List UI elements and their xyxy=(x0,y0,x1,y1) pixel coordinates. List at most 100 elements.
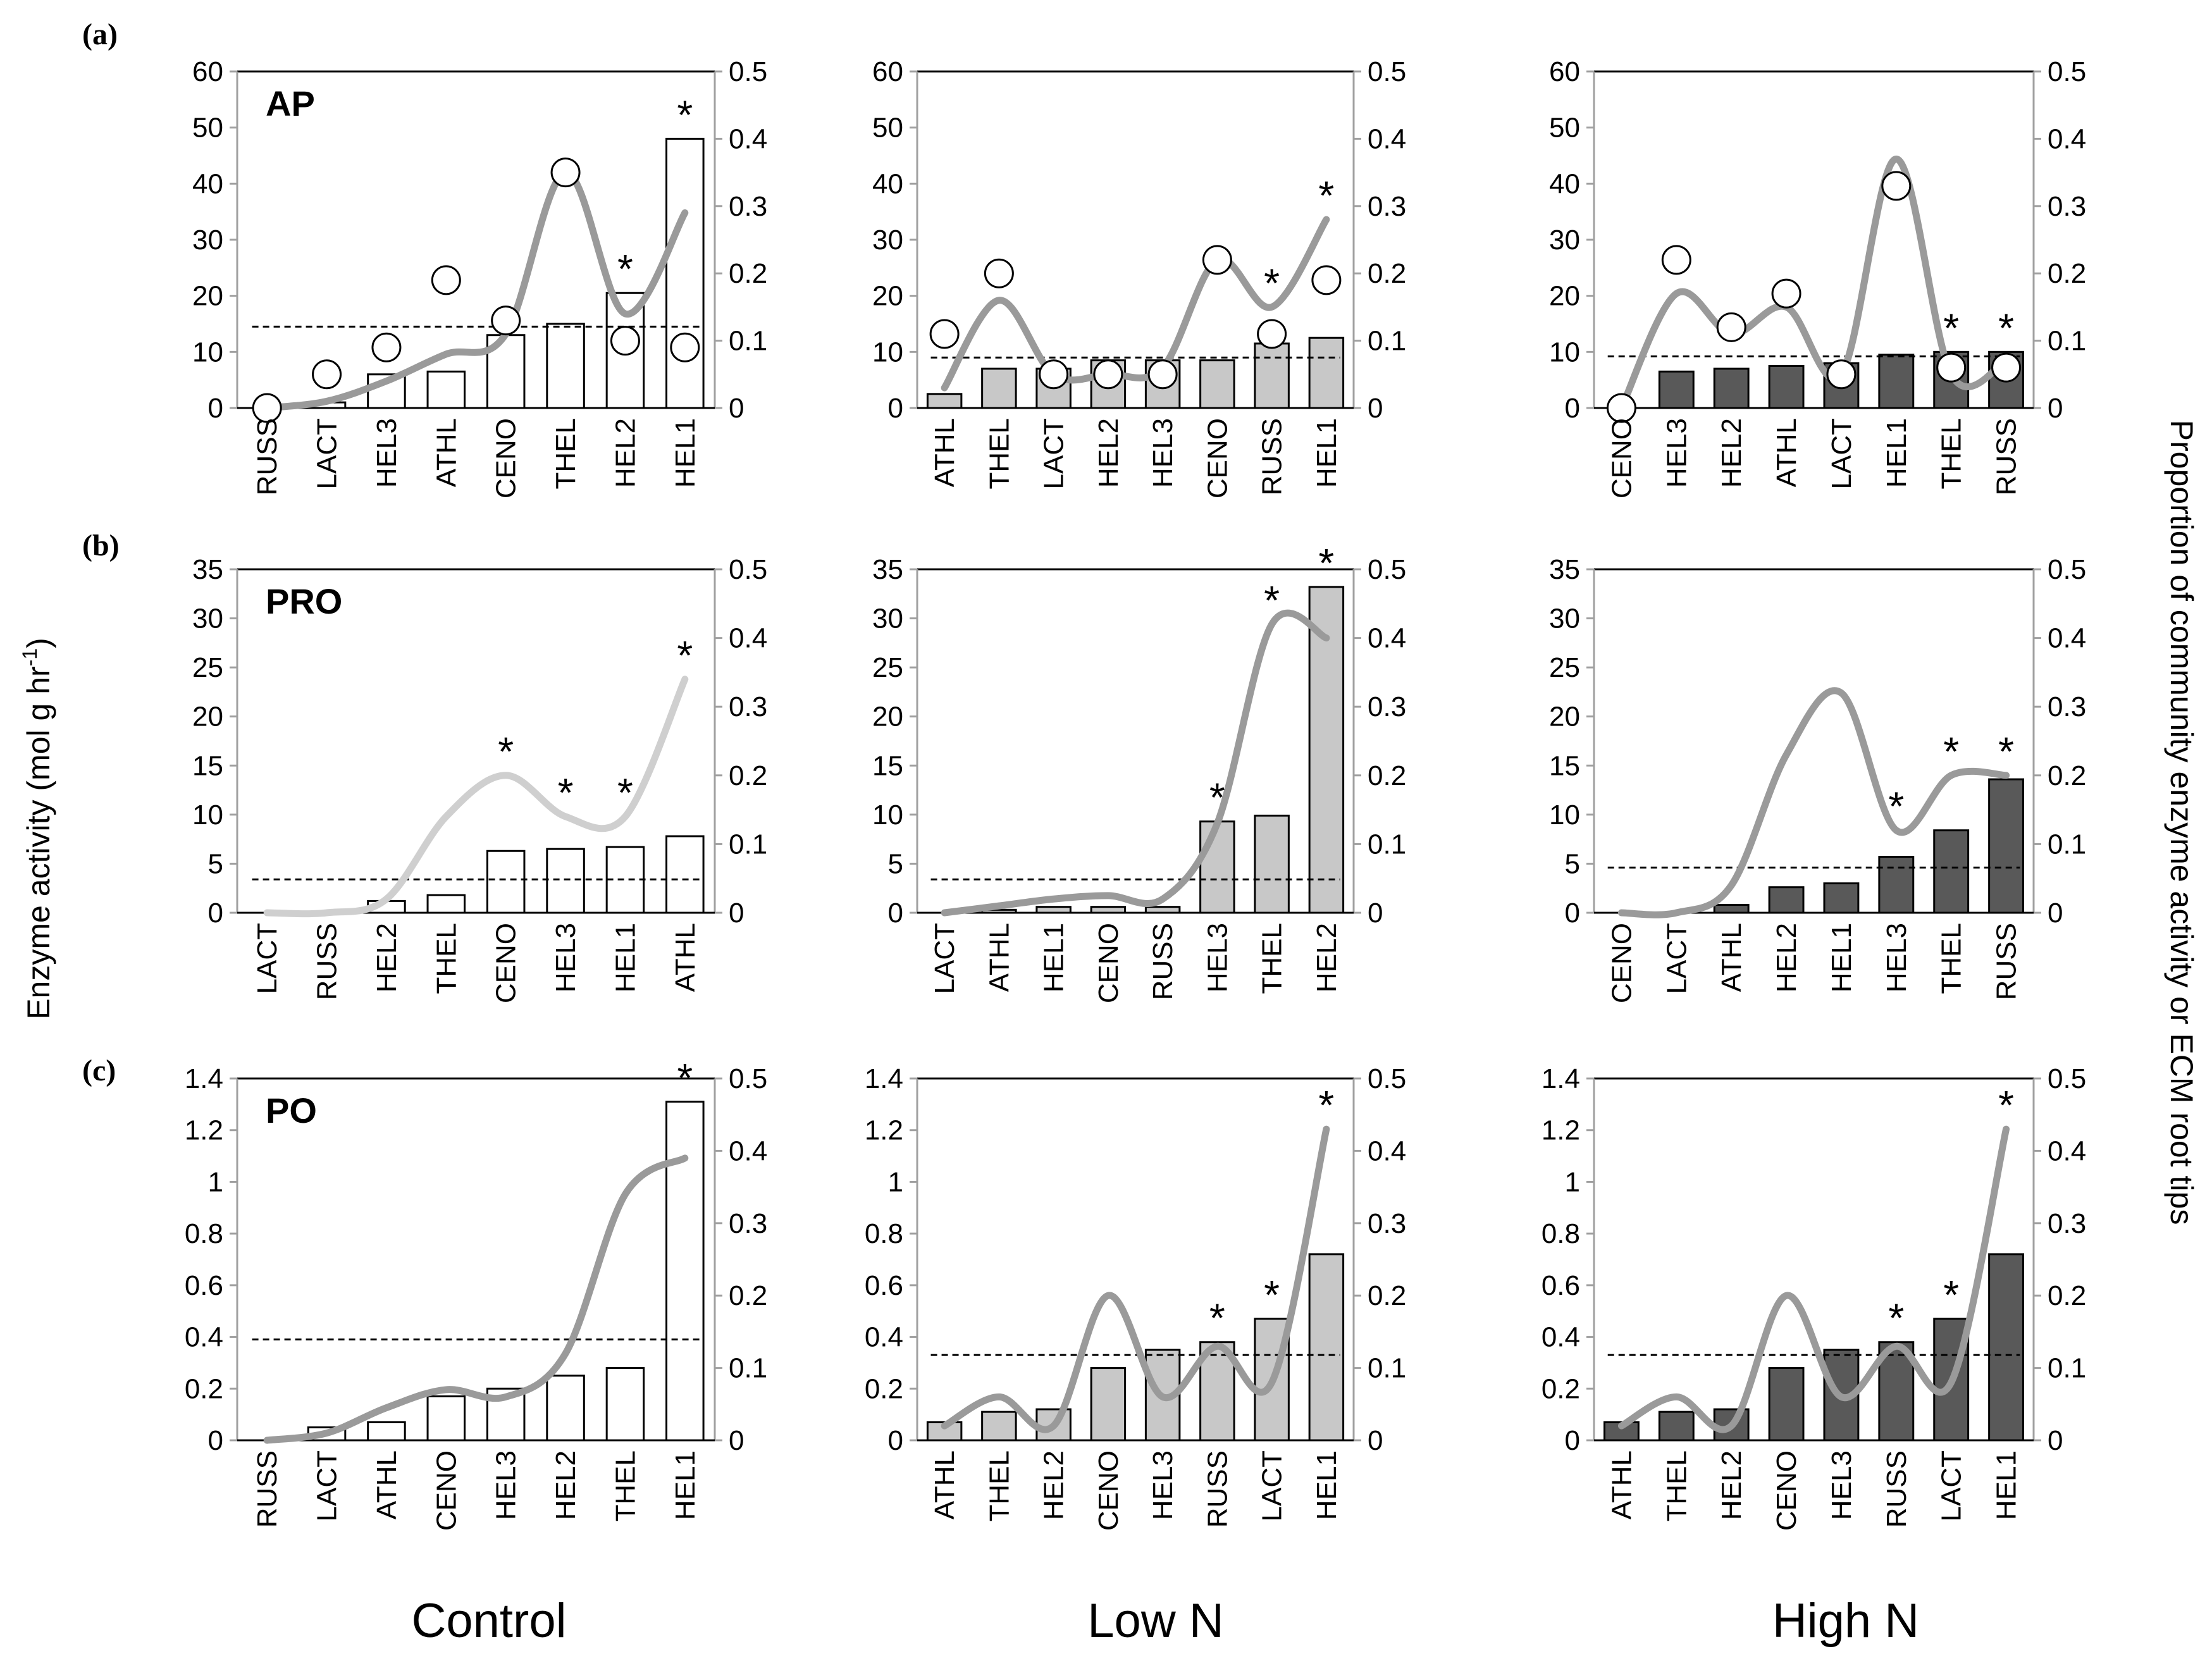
bar xyxy=(926,393,963,409)
y-tick-label: 0.8 xyxy=(185,1218,223,1249)
category-label: HEL2 xyxy=(1093,418,1124,488)
y-tick-label: 0.2 xyxy=(185,1373,223,1404)
category-label: HEL1 xyxy=(1311,418,1342,488)
y-tick-label: 30 xyxy=(1549,225,1580,256)
y2-tick-label: 0.5 xyxy=(1368,554,1406,585)
category-label: CENO xyxy=(1771,1450,1802,1531)
y-tick-label: 15 xyxy=(872,750,903,781)
y2-tick-label: 0.1 xyxy=(2048,326,2086,357)
category-label: ATHL xyxy=(1606,1450,1637,1519)
category-label: RUSS xyxy=(1881,1450,1912,1528)
significance-marker: * xyxy=(1998,305,2014,350)
y-tick-label: 50 xyxy=(192,113,223,144)
root-tip-point xyxy=(1311,265,1342,295)
significance-marker: * xyxy=(1943,305,1959,350)
root-tip-point xyxy=(1771,278,1801,309)
row-label-c: (c) xyxy=(82,1054,116,1087)
category-label: CENO xyxy=(491,923,522,1003)
category-label: HEL3 xyxy=(1202,923,1233,992)
y2-tick-label: 0 xyxy=(729,393,744,424)
y-tick-label: 60 xyxy=(872,56,903,87)
bar xyxy=(1988,1253,2024,1442)
y2-tick-label: 0.1 xyxy=(1368,829,1406,860)
category-label: HEL3 xyxy=(1661,418,1692,488)
significance-marker: * xyxy=(677,92,693,137)
y-tick-label: 0 xyxy=(1565,898,1580,929)
category-label: RUSS xyxy=(252,1450,283,1528)
chart-po-highn: 0 0.2 0.4 0.6 0.8 1 1.2 1.4 0 0.1 0.2 0.3 0.4 0.5 * * * A… xyxy=(1542,1063,2086,1531)
root-tip-point xyxy=(431,265,461,295)
category-label: HEL1 xyxy=(610,923,641,992)
y2-tick-label: 0.2 xyxy=(2048,760,2086,791)
category-label: HEL2 xyxy=(1311,923,1342,992)
y-tick-label: 35 xyxy=(1549,554,1580,585)
bar xyxy=(665,835,705,914)
category-label: HEL1 xyxy=(670,1450,701,1520)
category-label: CENO xyxy=(1606,923,1637,1003)
y-tick-label: 1.4 xyxy=(1542,1063,1580,1094)
chart-po-lown: 0 0.2 0.4 0.6 0.8 1 1.2 1.4 0 0.1 0.2 0.3 0.4 0.5 * * * A… xyxy=(865,1063,1406,1531)
y2-tick-label: 0.2 xyxy=(729,1280,767,1311)
y2-tick-label: 0.5 xyxy=(2048,56,2086,87)
category-label: THEL xyxy=(984,418,1015,489)
category-label: RUSS xyxy=(1147,923,1178,1000)
y-tick-label: 10 xyxy=(192,337,223,368)
y2-tick-label: 0 xyxy=(2048,1425,2063,1456)
category-label: HEL3 xyxy=(491,1450,522,1520)
y2-tick-label: 0.4 xyxy=(729,123,767,154)
bar xyxy=(1308,1253,1345,1442)
y2-tick-label: 0.4 xyxy=(1368,623,1406,654)
category-label: LACT xyxy=(252,923,283,994)
chart-ap-control: 0 10 20 30 40 50 60 0 0.1 0.2 0.3 0.4 0.5 * * RUSS LACT H… xyxy=(192,56,767,498)
bar xyxy=(1144,906,1181,914)
root-tip-point xyxy=(1039,359,1069,390)
category-label: RUSS xyxy=(1257,418,1288,495)
chart-po-control: 0 0.2 0.4 0.6 0.8 1 1.2 1.4 0 0.1 0.2 0.3 0.4 0.5 * RUS… xyxy=(185,1055,767,1531)
y2-tick-label: 0.2 xyxy=(1368,258,1406,289)
category-label: ATHL xyxy=(1716,923,1747,992)
root-tip-point xyxy=(670,332,700,362)
y-tick-label: 20 xyxy=(872,281,903,312)
y2-tick-label: 0.1 xyxy=(729,829,767,860)
y-tick-label: 0.2 xyxy=(1542,1373,1580,1404)
y2-tick-label: 0.3 xyxy=(2048,191,2086,222)
bar xyxy=(1658,1411,1695,1442)
bar xyxy=(1823,882,1860,914)
bar xyxy=(1768,886,1805,914)
bar xyxy=(1308,337,1345,409)
y-tick-label: 0.8 xyxy=(1542,1218,1580,1249)
significance-marker: * xyxy=(1318,1082,1334,1128)
category-label: HEL2 xyxy=(1039,1450,1070,1520)
significance-marker: * xyxy=(1264,578,1280,623)
bar xyxy=(1199,820,1235,914)
bar xyxy=(1090,906,1127,914)
y-tick-label: 40 xyxy=(872,168,903,199)
y2-tick-label: 0.2 xyxy=(1368,1280,1406,1311)
y2-tick-label: 0.5 xyxy=(729,1063,767,1094)
y2-tick-label: 0.4 xyxy=(2048,123,2086,154)
y-tick-label: 10 xyxy=(872,337,903,368)
y2-tick-label: 0.4 xyxy=(729,623,767,654)
y2-tick-label: 0.2 xyxy=(1368,760,1406,791)
y-tick-label: 0.8 xyxy=(865,1218,903,1249)
bar xyxy=(1090,1367,1127,1442)
significance-marker: * xyxy=(617,770,633,815)
root-tip-point xyxy=(1716,312,1746,342)
y-tick-label: 0 xyxy=(1565,393,1580,424)
significance-marker: * xyxy=(1943,729,1959,774)
bar xyxy=(1878,856,1915,914)
bar xyxy=(665,1101,705,1442)
bar xyxy=(426,370,466,409)
y-tick-label: 0 xyxy=(1565,1425,1580,1456)
proportion-curve xyxy=(263,1154,689,1444)
y-tick-label: 40 xyxy=(192,168,223,199)
y-tick-label: 15 xyxy=(192,750,223,781)
y2-tick-label: 0.2 xyxy=(729,760,767,791)
root-tip-point xyxy=(550,158,581,188)
y2-tick-label: 0.5 xyxy=(1368,1063,1406,1094)
category-label: ATHL xyxy=(670,923,701,992)
bar xyxy=(1199,359,1235,409)
significance-marker: * xyxy=(1264,260,1280,306)
category-label: CENO xyxy=(431,1450,462,1531)
category-label: ATHL xyxy=(1771,418,1802,487)
